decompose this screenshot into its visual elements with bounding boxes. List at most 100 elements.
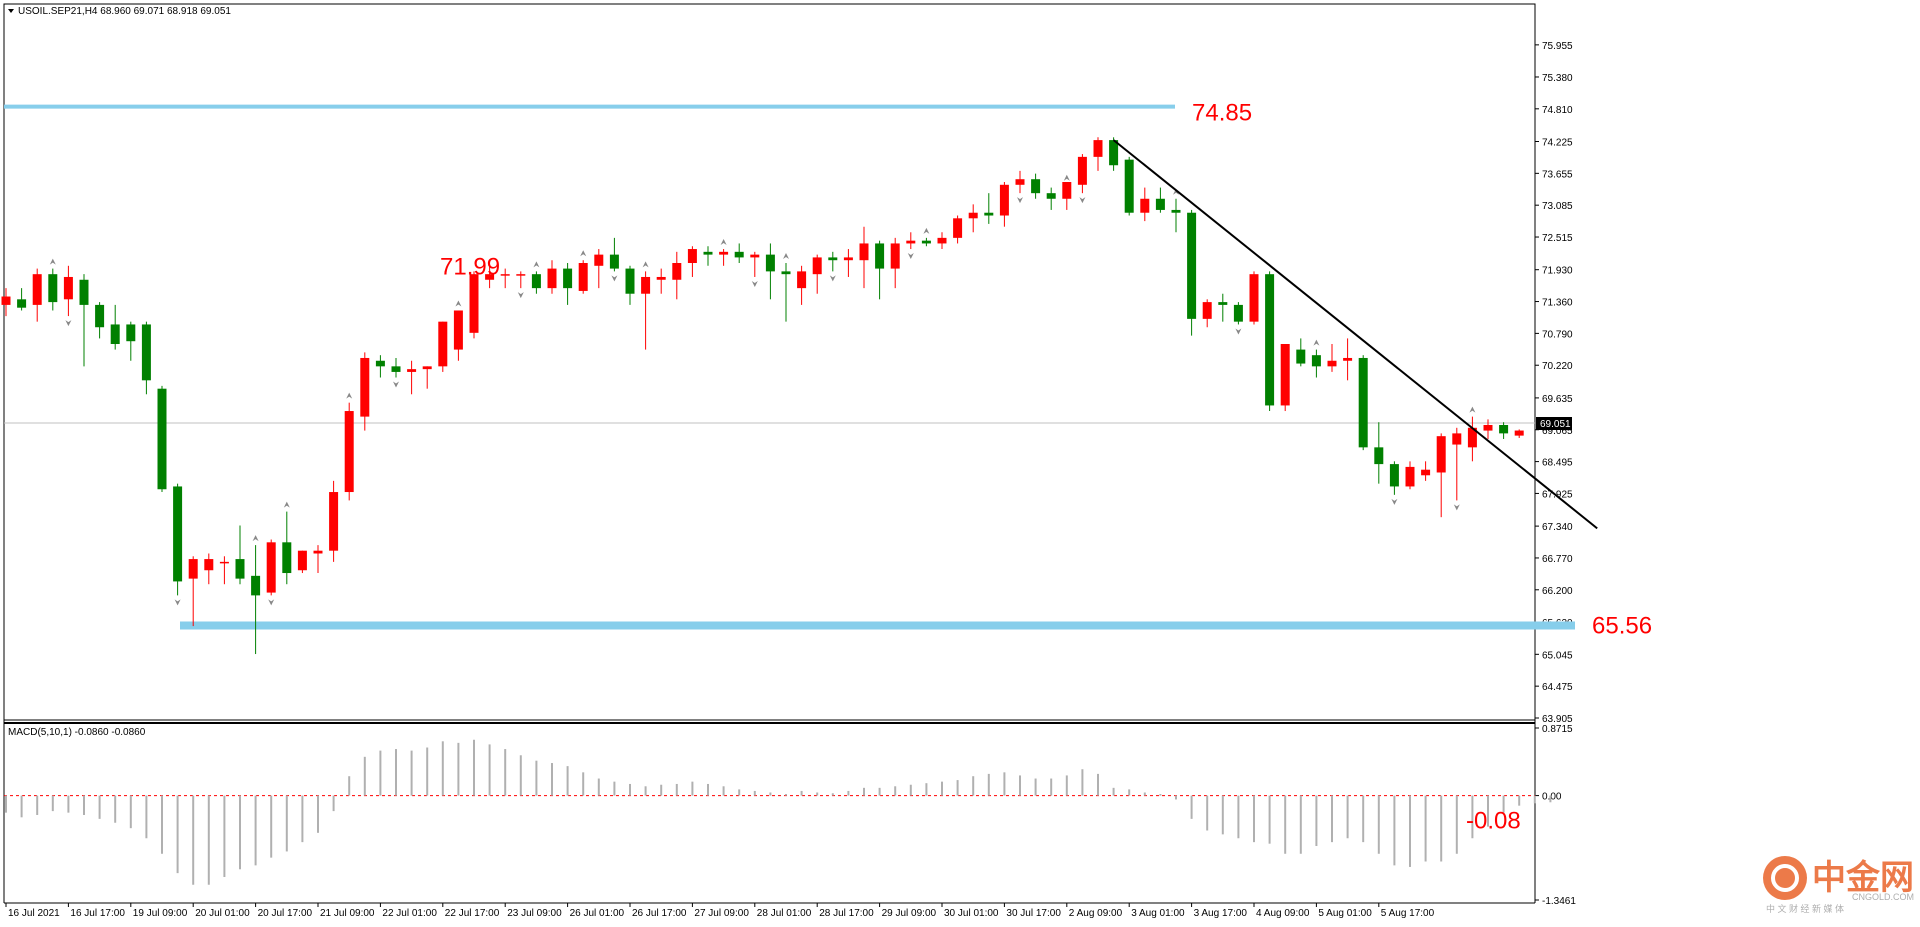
candle-body xyxy=(1218,302,1228,305)
fractal-up-marker xyxy=(533,261,540,268)
fractal-down-marker xyxy=(829,275,836,282)
macd-info: MACD(5,10,1) -0.0860 -0.0860 xyxy=(8,727,146,738)
candle-body xyxy=(937,237,947,244)
price-tick-label: 74.810 xyxy=(1542,105,1573,116)
price-tick-label: 70.790 xyxy=(1542,329,1573,340)
time-tick-label: 16 Jul 2021 xyxy=(8,908,60,919)
price-tick-label: 75.380 xyxy=(1542,73,1573,84)
candle-body xyxy=(375,360,385,367)
fractal-up-marker xyxy=(1469,406,1476,413)
candle-body xyxy=(1421,469,1431,476)
fractal-down-marker xyxy=(1391,498,1398,505)
symbol-dropdown-icon[interactable] xyxy=(8,9,14,13)
fractal-up-marker xyxy=(720,239,727,246)
candle-body xyxy=(1436,436,1446,473)
time-tick-label: 28 Jul 17:00 xyxy=(819,908,874,919)
candle-body xyxy=(1093,140,1103,157)
price-tick-label: 71.360 xyxy=(1542,298,1573,309)
time-tick-label: 28 Jul 01:00 xyxy=(757,908,812,919)
fractal-up-marker xyxy=(783,253,789,260)
candle-body xyxy=(734,251,744,258)
fractals-group xyxy=(49,174,1476,606)
high-annotation: 71.99 xyxy=(440,253,500,280)
candle-body xyxy=(1265,274,1275,406)
candle-body xyxy=(485,274,495,280)
candle-body xyxy=(204,559,214,571)
price-axis-ticks: 75.955 75.380 74.810 74.225 73.655 73.085 72.5… xyxy=(1535,41,1573,725)
macd-axis-ticks: 0.8715 0.00 -1.3461 xyxy=(1535,724,1576,907)
candle-body xyxy=(235,559,245,579)
annotations-group: 74.85 65.56 71.99 -0.08 xyxy=(440,100,1652,835)
time-tick-label: 26 Jul 17:00 xyxy=(632,908,687,919)
candle-body xyxy=(1187,212,1197,319)
fractal-up-marker xyxy=(642,261,649,268)
candle-body xyxy=(297,550,307,571)
price-tick-label: 66.200 xyxy=(1542,586,1573,597)
fractal-up-marker xyxy=(923,227,930,234)
last-price-label: 69.051 xyxy=(1540,419,1571,430)
level-label-top: 74.85 xyxy=(1192,100,1252,127)
candle-body xyxy=(32,274,42,305)
time-tick-label: 22 Jul 17:00 xyxy=(445,908,500,919)
candle-body xyxy=(781,271,791,275)
candle-body xyxy=(703,251,713,255)
fractal-down-marker xyxy=(517,292,524,299)
macd-tick-label: -1.3461 xyxy=(1542,896,1576,907)
candle-body xyxy=(422,366,432,370)
candle-body xyxy=(765,254,775,272)
candle-body xyxy=(1374,447,1384,465)
fractal-down-marker xyxy=(174,599,181,606)
macd-tick-label: 0.8715 xyxy=(1542,724,1573,735)
time-tick-label: 16 Jul 17:00 xyxy=(70,908,125,919)
fractal-up-marker xyxy=(346,392,353,399)
watermark-slogan: 中 文 财 经 新 媒 体 xyxy=(1766,903,1844,914)
price-tick-label: 70.220 xyxy=(1542,361,1573,372)
candle-body xyxy=(999,184,1009,216)
candle-body xyxy=(641,276,651,294)
candle-body xyxy=(984,212,994,216)
downtrend-line xyxy=(1112,139,1598,530)
candle-body xyxy=(656,276,666,280)
candle-body xyxy=(890,243,900,269)
candle-body xyxy=(1046,193,1056,199)
candle-body xyxy=(1358,357,1368,448)
macd-tick-label: 0.00 xyxy=(1542,792,1562,803)
time-tick-label: 5 Aug 17:00 xyxy=(1381,908,1435,919)
time-tick-label: 21 Jul 09:00 xyxy=(320,908,375,919)
candle-body xyxy=(859,243,869,261)
candle-body xyxy=(1,296,11,305)
candle-body xyxy=(17,299,27,308)
price-tick-label: 66.770 xyxy=(1542,554,1573,565)
candle-body xyxy=(719,251,729,255)
candle-body xyxy=(1171,209,1181,213)
candle-body xyxy=(1405,466,1415,487)
candle-body xyxy=(438,321,448,367)
candle-body xyxy=(843,257,853,261)
fractal-up-marker xyxy=(455,300,462,307)
candle-body xyxy=(563,268,573,289)
price-tick-label: 73.085 xyxy=(1542,201,1573,212)
time-tick-label: 29 Jul 09:00 xyxy=(882,908,937,919)
time-tick-label: 2 Aug 09:00 xyxy=(1069,908,1123,919)
cngold-watermark: 中金网 CNGOLD.COM 中 文 财 经 新 媒 体 xyxy=(1763,856,1914,914)
candle-body xyxy=(95,304,105,328)
price-tick-label: 64.475 xyxy=(1542,682,1573,693)
time-tick-label: 27 Jul 09:00 xyxy=(694,908,749,919)
candle-body xyxy=(313,550,323,554)
candle-body xyxy=(219,561,229,564)
candle-body xyxy=(750,254,760,258)
candle-body xyxy=(968,212,978,219)
fractal-up-marker xyxy=(252,535,259,542)
candle-body xyxy=(63,276,73,300)
candle-body xyxy=(1109,140,1119,166)
time-tick-label: 19 Jul 09:00 xyxy=(133,908,188,919)
time-axis-ticks: 16 Jul 2021 16 Jul 17:00 19 Jul 09:00 20 Ju… xyxy=(5,903,1435,919)
fractal-up-marker xyxy=(580,250,587,257)
trendline-group xyxy=(1112,139,1598,530)
time-tick-label: 20 Jul 01:00 xyxy=(195,908,250,919)
candle-body xyxy=(1140,198,1150,213)
candle-body xyxy=(1015,179,1025,185)
watermark-cn-text: 中金网 xyxy=(1812,858,1914,898)
candle-body xyxy=(609,254,619,269)
